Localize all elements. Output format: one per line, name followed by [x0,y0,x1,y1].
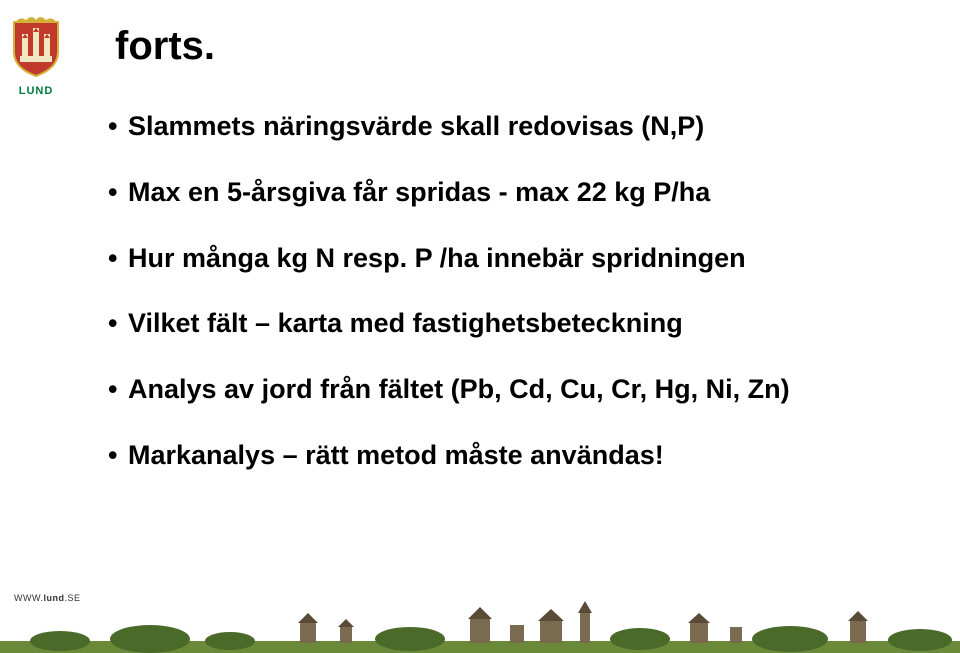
list-item: Analys av jord från fältet (Pb, Cd, Cu, … [108,373,900,407]
lund-logo: LUND [10,14,62,97]
list-item: Markanalys – rätt metod måste användas! [108,439,900,473]
skyline-icon [0,583,960,653]
footer-url: WWW.lund.SE [14,593,81,603]
list-item: Slammets näringsvärde skall redovisas (N… [108,110,900,144]
page-title: forts. [115,24,215,69]
bullet-list: Slammets näringsvärde skall redovisas (N… [108,110,900,505]
logo-label: LUND [10,85,62,97]
list-item: Vilket fält – karta med fastighetsbeteck… [108,307,900,341]
slide: LUND forts. Slammets näringsvärde skall … [0,0,960,653]
shield-icon [10,14,62,82]
list-item: Hur många kg N resp. P /ha innebär sprid… [108,242,900,276]
list-item: Max en 5-årsgiva får spridas - max 22 kg… [108,176,900,210]
